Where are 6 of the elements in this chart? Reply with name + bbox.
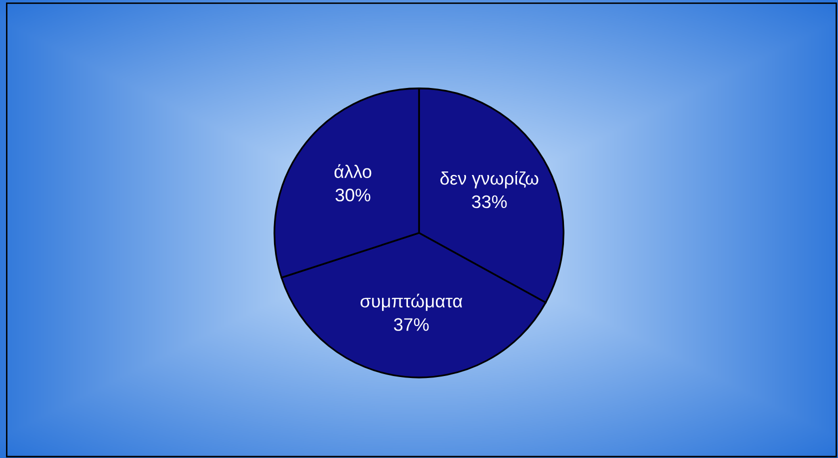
slice-label: δεν γνωρίζω: [440, 170, 538, 188]
data-label: 33%: [472, 195, 507, 208]
slice-label: συμπτώματα: [360, 294, 462, 311]
data-label: 30%: [336, 188, 370, 202]
data-label: 37%: [394, 318, 429, 331]
slice-label: άλλο: [334, 164, 372, 178]
